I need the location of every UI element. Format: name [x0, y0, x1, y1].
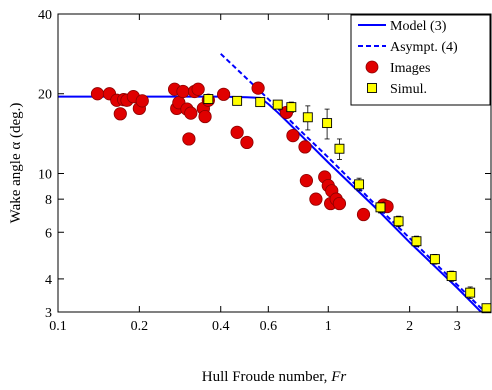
- simul-point: [322, 118, 333, 129]
- simul-point: [429, 254, 440, 265]
- legend-label: Simul.: [390, 82, 427, 97]
- simul-point: [465, 287, 476, 298]
- image-point: [286, 129, 300, 143]
- y-tick-label: 3: [45, 306, 52, 321]
- image-point: [230, 125, 244, 139]
- legend-item-images: Images: [365, 60, 430, 76]
- simul-point: [232, 95, 243, 106]
- y-tick-label: 20: [38, 88, 52, 103]
- image-point: [332, 196, 347, 211]
- x-tick-label: 0.6: [260, 319, 278, 334]
- legend-item-asymptote: Asympt. (4): [358, 40, 458, 55]
- simul-point: [286, 102, 297, 113]
- y-tick-label: 4: [45, 273, 52, 288]
- simul-point: [203, 94, 214, 104]
- image-point: [198, 109, 212, 124]
- x-tick-label: 1: [325, 319, 332, 334]
- image-point: [176, 84, 190, 99]
- x-tick-label: 3: [454, 319, 461, 334]
- image-point: [182, 132, 196, 146]
- legend-item-model: Model (3): [358, 19, 447, 34]
- legend-label: Images: [390, 61, 430, 76]
- image-point: [113, 107, 127, 121]
- image-point: [298, 140, 312, 154]
- legend-item-simul: Simul.: [367, 82, 427, 97]
- simul-point: [302, 112, 313, 123]
- simul-point: [354, 179, 365, 190]
- image-point: [217, 87, 231, 101]
- legend-label: Model (3): [390, 19, 447, 34]
- simul-point: [334, 143, 345, 154]
- simul-point: [375, 202, 386, 213]
- tick-label-layer: 0.1 0.2 0.4 0.6 1 2 3 3 4 6 8 10 20 40: [38, 8, 461, 334]
- x-tick-label: 0.2: [131, 319, 149, 334]
- image-point: [240, 135, 254, 150]
- y-axis-title: Wake angle α (deg.): [8, 103, 24, 224]
- x-tick-label: 2: [406, 319, 413, 334]
- legend-swatch-yellow-square: [367, 83, 377, 93]
- plot-frame: [57, 13, 492, 313]
- image-point: [251, 81, 265, 95]
- image-point: [135, 94, 149, 108]
- image-point: [299, 174, 314, 188]
- legend-swatch-red-circle: [365, 60, 379, 74]
- image-point: [184, 106, 198, 120]
- image-point: [356, 207, 371, 222]
- image-point: [90, 87, 105, 101]
- x-tick-label: 0.4: [212, 319, 230, 334]
- legend: Model (3) Asympt. (4) Images Simul.: [350, 14, 491, 106]
- marker-layer: [90, 81, 492, 314]
- simul-point: [446, 271, 457, 282]
- simul-point: [393, 216, 404, 227]
- simul-point: [272, 99, 283, 110]
- y-tick-label: 40: [38, 8, 52, 23]
- image-point: [309, 192, 323, 206]
- model-curve: [58, 95, 483, 312]
- tick-layer: [57, 13, 491, 313]
- y-tick-label: 8: [45, 193, 52, 208]
- simul-point: [411, 236, 422, 247]
- simul-point: [481, 303, 492, 314]
- x-axis-title: Hull Froude number, Fr: [202, 369, 347, 385]
- simul-point: [255, 97, 266, 108]
- y-tick-label: 6: [45, 226, 52, 241]
- y-tick-label: 10: [38, 167, 52, 182]
- legend-label: Asympt. (4): [390, 40, 458, 55]
- image-point: [191, 82, 205, 96]
- x-tick-label: 0.1: [49, 319, 67, 334]
